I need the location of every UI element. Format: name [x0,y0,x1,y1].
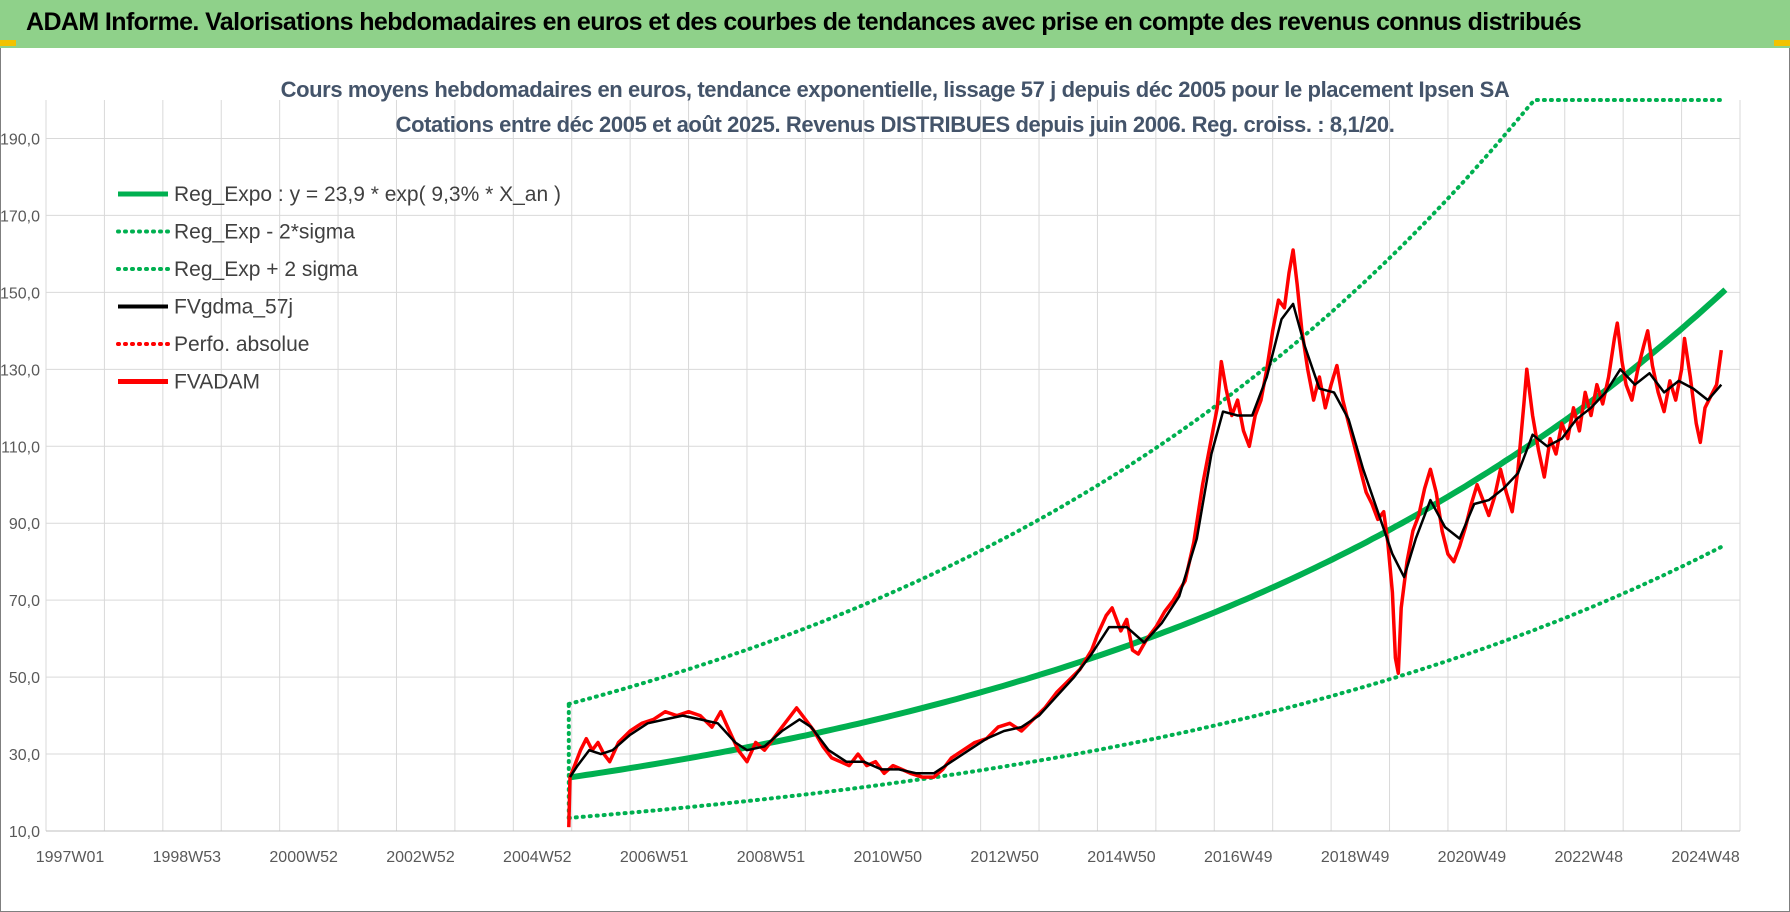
legend: Reg_Expo : y = 23,9 * exp( 9,3% * X_an )… [116,183,561,394]
grid-layer [45,100,1741,832]
x-tick-label: 2018W49 [1321,849,1390,866]
reg-expo-line [568,287,1728,781]
y-tick-label: 50,0 [9,670,40,687]
legend-label: FVADAM [174,371,260,394]
y-tick-label: 90,0 [9,516,40,533]
chart-title-line2: Cotations entre déc 2005 et août 2025. R… [396,112,1395,137]
reg-exp-plus-2-sigma-line [566,98,1728,706]
x-tick-label: 2002W52 [386,849,455,866]
header-banner: ADAM Informe. Valorisations hebdomadaire… [0,0,1790,48]
x-tick-label: 2006W51 [620,849,689,866]
y-tick-label: 70,0 [9,593,40,610]
y-tick-label: 190,0 [0,131,40,148]
x-tick-label: 2000W52 [269,849,338,866]
legend-label: Reg_Exp + 2 sigma [174,258,358,281]
legend-label: Perfo. absolue [174,333,309,356]
chart-title-line1: Cours moyens hebdomadaires en euros, ten… [281,77,1510,102]
x-tick-label: 2014W50 [1087,849,1156,866]
trend-bands [566,98,1728,820]
y-tick-label: 110,0 [1,439,40,456]
y-axis: 10,0 30,0 50,0 70,0 90,0 110,0 130,0 150,0 170,0… [0,131,40,841]
y-tick-label: 10,0 [9,824,40,841]
y-tick-label: 150,0 [0,285,40,302]
x-tick-label: 2010W50 [854,849,923,866]
series-layer [567,248,1724,828]
x-tick-label: 1998W53 [153,849,222,866]
fvgdma-57j-line [568,302,1723,778]
legend-label: FVgdma_57j [174,296,293,319]
reg-exp-minus-2-sigma-line [566,542,1728,820]
x-tick-label: 2012W50 [970,849,1039,866]
x-tick-label: 1997W01 [36,849,105,866]
y-tick-label: 30,0 [9,747,40,764]
y-tick-label: 170,0 [0,208,40,225]
x-tick-label: 2004W52 [503,849,572,866]
corner-marker [1774,40,1790,46]
x-tick-label: 2020W49 [1438,849,1507,866]
corner-marker [0,40,16,46]
legend-label: Reg_Exp - 2*sigma [174,221,355,244]
x-tick-label: 2008W51 [737,849,806,866]
x-tick-label: 2022W48 [1555,849,1624,866]
x-axis: 1997W01 1998W53 2000W52 2002W52 2004W52 2006W… [36,849,1740,866]
legend-label: Reg_Expo : y = 23,9 * exp( 9,3% * X_an ) [174,183,561,206]
page-title: ADAM Informe. Valorisations hebdomadaire… [26,8,1582,36]
x-tick-label: 2016W49 [1204,849,1273,866]
x-tick-label: 2024W48 [1671,849,1740,866]
y-tick-label: 130,0 [0,362,40,379]
